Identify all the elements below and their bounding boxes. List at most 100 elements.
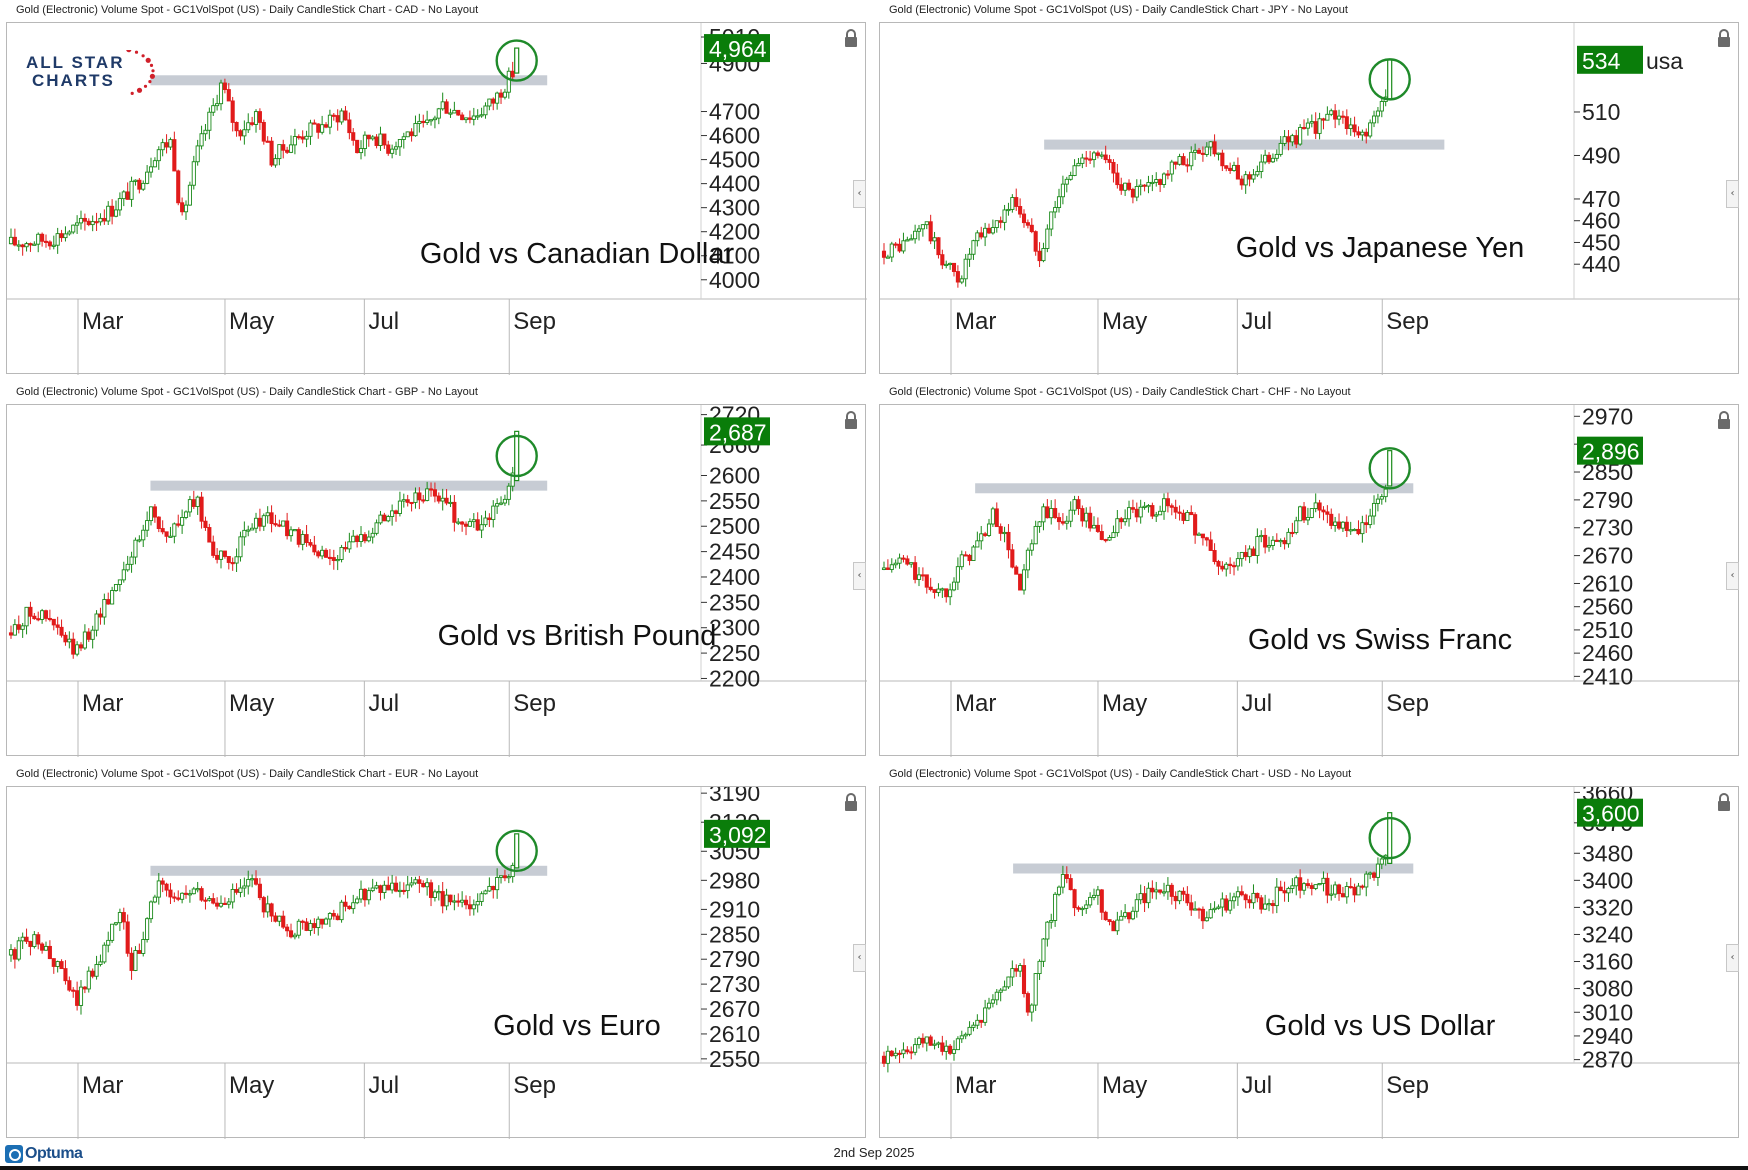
logo-star-dot — [151, 69, 155, 73]
candle-body — [1107, 159, 1112, 163]
candle-body — [156, 149, 161, 162]
candle-body — [1130, 188, 1135, 198]
candle-body — [1298, 126, 1303, 145]
candle-body — [355, 139, 360, 154]
y-tick-label: 4100 — [709, 243, 760, 269]
candle-body — [998, 220, 1003, 223]
candle-body — [355, 535, 360, 543]
candle-body — [959, 278, 964, 283]
last-price-label-bg — [704, 34, 770, 63]
candle-body — [506, 70, 511, 93]
candle-body — [102, 217, 107, 222]
candle-body — [1282, 890, 1287, 894]
candle-body — [1329, 513, 1334, 526]
candle-body — [250, 878, 255, 881]
chart-panel-gbp: Gold (Electronic) Volume Spot - GC1VolSp… — [6, 382, 868, 758]
candle-body — [71, 224, 76, 233]
candle-body — [12, 624, 17, 636]
candle-body — [940, 588, 945, 591]
candle-body — [312, 923, 317, 929]
candle-body — [885, 1050, 890, 1064]
candle-body — [986, 523, 992, 536]
candle-body — [36, 618, 41, 621]
candle-body — [1298, 506, 1303, 522]
candle-body — [339, 901, 344, 921]
collapse-arrow-icon[interactable]: ‹ — [853, 944, 866, 972]
lock-icon[interactable] — [1716, 411, 1732, 431]
candle-body — [145, 171, 150, 184]
candle-body — [86, 631, 91, 640]
candle-body — [1255, 892, 1260, 899]
y-tick-label: 4600 — [709, 123, 760, 149]
candle-body — [425, 882, 430, 888]
chart-svg: 4000410042004300440045004600470049005010… — [7, 23, 867, 375]
lock-icon[interactable] — [843, 29, 859, 49]
chart-frame: 2550261026702730279028502910298030503120… — [6, 786, 867, 1139]
candle-body — [425, 119, 430, 123]
lock-icon[interactable] — [1716, 793, 1732, 813]
candle-body — [285, 926, 290, 932]
candle-body — [944, 1045, 949, 1052]
collapse-arrow-icon[interactable]: ‹ — [1726, 180, 1739, 208]
candle-body — [1103, 911, 1108, 921]
collapse-arrow-icon[interactable]: ‹ — [1726, 562, 1739, 590]
candle-body — [156, 880, 161, 898]
candle-body — [1216, 152, 1221, 155]
candle-body — [1309, 121, 1314, 124]
optuma-mark-icon — [5, 1145, 23, 1163]
candle-body — [502, 875, 507, 879]
candle-body — [386, 144, 391, 154]
candle-body — [113, 584, 119, 591]
candle-body — [86, 970, 91, 990]
lock-icon[interactable] — [843, 411, 859, 431]
candle-body — [928, 221, 933, 242]
candle-body — [1204, 917, 1209, 922]
candle-body — [94, 613, 99, 631]
candle-body — [1348, 529, 1353, 532]
candle-body — [390, 510, 395, 517]
candle-body — [168, 889, 173, 898]
chart-svg: 2410246025102560261026702730279028502970… — [880, 405, 1740, 757]
candle-body — [191, 888, 196, 895]
candle-body — [292, 136, 297, 146]
candle-body — [234, 888, 239, 893]
candle-body — [1138, 184, 1143, 187]
lock-icon[interactable] — [1716, 29, 1732, 49]
candle-body — [1033, 231, 1038, 252]
collapse-arrow-icon[interactable]: ‹ — [853, 562, 866, 590]
y-tick-label: 2790 — [709, 946, 760, 972]
candle-body — [277, 144, 282, 160]
candle-body — [916, 574, 922, 580]
candle-body — [924, 221, 929, 226]
candle-body — [320, 549, 325, 557]
y-tick-label: 2730 — [1582, 515, 1633, 541]
candle-body — [1298, 877, 1303, 891]
candle-body — [172, 139, 177, 172]
candle-body — [366, 134, 371, 140]
candle-body — [502, 498, 507, 504]
candle-body — [1115, 919, 1120, 932]
collapse-arrow-icon[interactable]: ‹ — [1726, 944, 1739, 972]
candle-body — [339, 110, 344, 123]
chart-panel-usd: Gold (Electronic) Volume Spot - GC1VolSp… — [879, 764, 1741, 1140]
candle-body — [1150, 505, 1155, 517]
x-tick-label: Jul — [368, 690, 399, 717]
candle-body — [483, 517, 488, 526]
candle-body — [491, 885, 496, 891]
candle-body — [347, 541, 352, 550]
candle-body — [1084, 904, 1089, 909]
candle-body — [920, 1037, 925, 1044]
candle-body — [963, 554, 968, 557]
candle-body — [1138, 893, 1143, 901]
candle-body — [963, 1033, 968, 1037]
candle-body — [183, 892, 189, 895]
collapse-arrow-icon[interactable]: ‹ — [853, 180, 866, 208]
candle-body — [390, 148, 395, 154]
candle-body — [238, 130, 243, 137]
candle-body — [1158, 889, 1163, 893]
lock-icon[interactable] — [843, 793, 859, 813]
candle-body — [195, 888, 200, 891]
y-tick-label: 2970 — [1582, 405, 1633, 429]
candle-body — [176, 897, 181, 900]
x-tick-label: Jul — [1241, 1072, 1272, 1099]
